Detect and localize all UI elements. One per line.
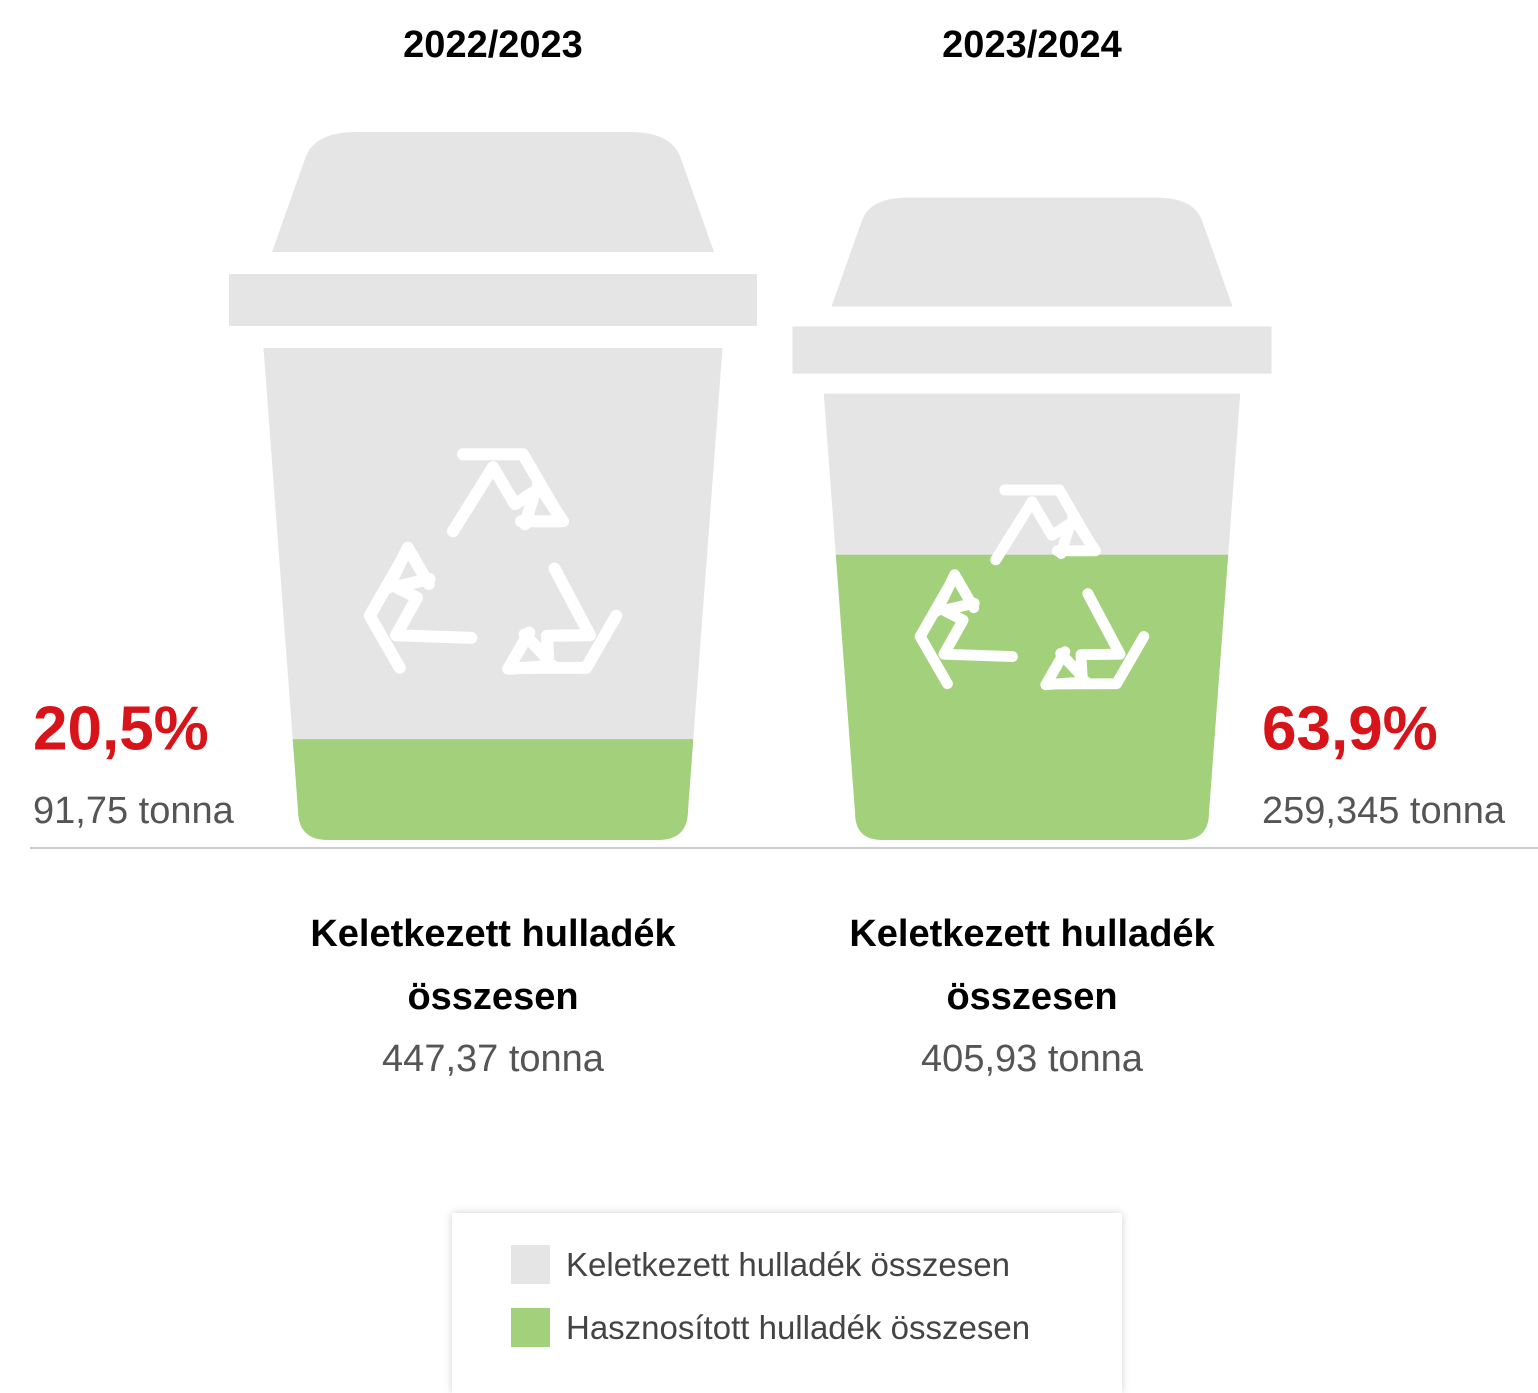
recycle-arrow <box>990 484 1101 566</box>
bin-lid <box>272 132 714 252</box>
recycle-arrow <box>363 541 478 674</box>
recycle-arrow <box>1040 588 1150 691</box>
recycle-arrow <box>914 569 1018 690</box>
bin-lid <box>831 197 1233 307</box>
arrow-outer <box>914 569 980 690</box>
recycle-icon <box>363 448 623 675</box>
total-title: Keletkezett hulladék összesen <box>310 913 676 1018</box>
legend-item: Hasznosított hulladék összesen <box>511 1308 1030 1347</box>
recycle-icon <box>914 484 1150 691</box>
legend: Keletkezett hulladék összesen Hasznosíto… <box>452 1213 1122 1393</box>
share-label: 63,9% <box>1262 694 1438 763</box>
arrow-outer <box>999 484 1101 557</box>
total-value: 447,37 tonna <box>382 1038 604 1080</box>
recycle-arrow <box>502 562 623 675</box>
legend-item: Keletkezett hulladék összesen <box>511 1245 1010 1284</box>
recovered-label: 259,345 tonna <box>1262 790 1506 832</box>
arrow-inner <box>938 597 1018 663</box>
bin-rim <box>792 326 1272 374</box>
arrow-inner <box>518 562 596 666</box>
caption: Keletkezett hulladék összesen 405,93 tonn… <box>802 903 1262 1089</box>
legend-label: Hasznosított hulladék összesen <box>566 1308 1031 1346</box>
arrow-outer <box>1040 631 1150 691</box>
arrow-inner <box>447 461 541 538</box>
arrow-inner <box>389 573 478 644</box>
bin-recovered <box>263 739 723 840</box>
arrow-inner <box>1055 588 1126 682</box>
share-label: 20,5% <box>33 694 209 763</box>
total-title: Keletkezett hulladék összesen <box>849 913 1215 1018</box>
total-value: 405,93 tonna <box>921 1038 1143 1080</box>
bin-recovered <box>823 554 1241 840</box>
arrow-outer <box>363 541 435 674</box>
bin-total <box>263 348 723 840</box>
category-label: 2022/2023 <box>403 24 583 66</box>
arrow-outer <box>502 609 623 675</box>
bin-rim <box>229 274 757 326</box>
recycle-arrow <box>447 448 569 538</box>
arrow-outer <box>457 448 569 528</box>
legend-swatch <box>511 1245 550 1284</box>
arrow-inner <box>990 496 1076 566</box>
recovered-label: 91,75 tonna <box>33 790 235 832</box>
caption: Keletkezett hulladék összesen 447,37 tonn… <box>263 903 723 1089</box>
legend-label: Keletkezett hulladék összesen <box>566 1245 1010 1283</box>
category-label: 2023/2024 <box>942 24 1122 66</box>
legend-swatch <box>511 1308 550 1347</box>
